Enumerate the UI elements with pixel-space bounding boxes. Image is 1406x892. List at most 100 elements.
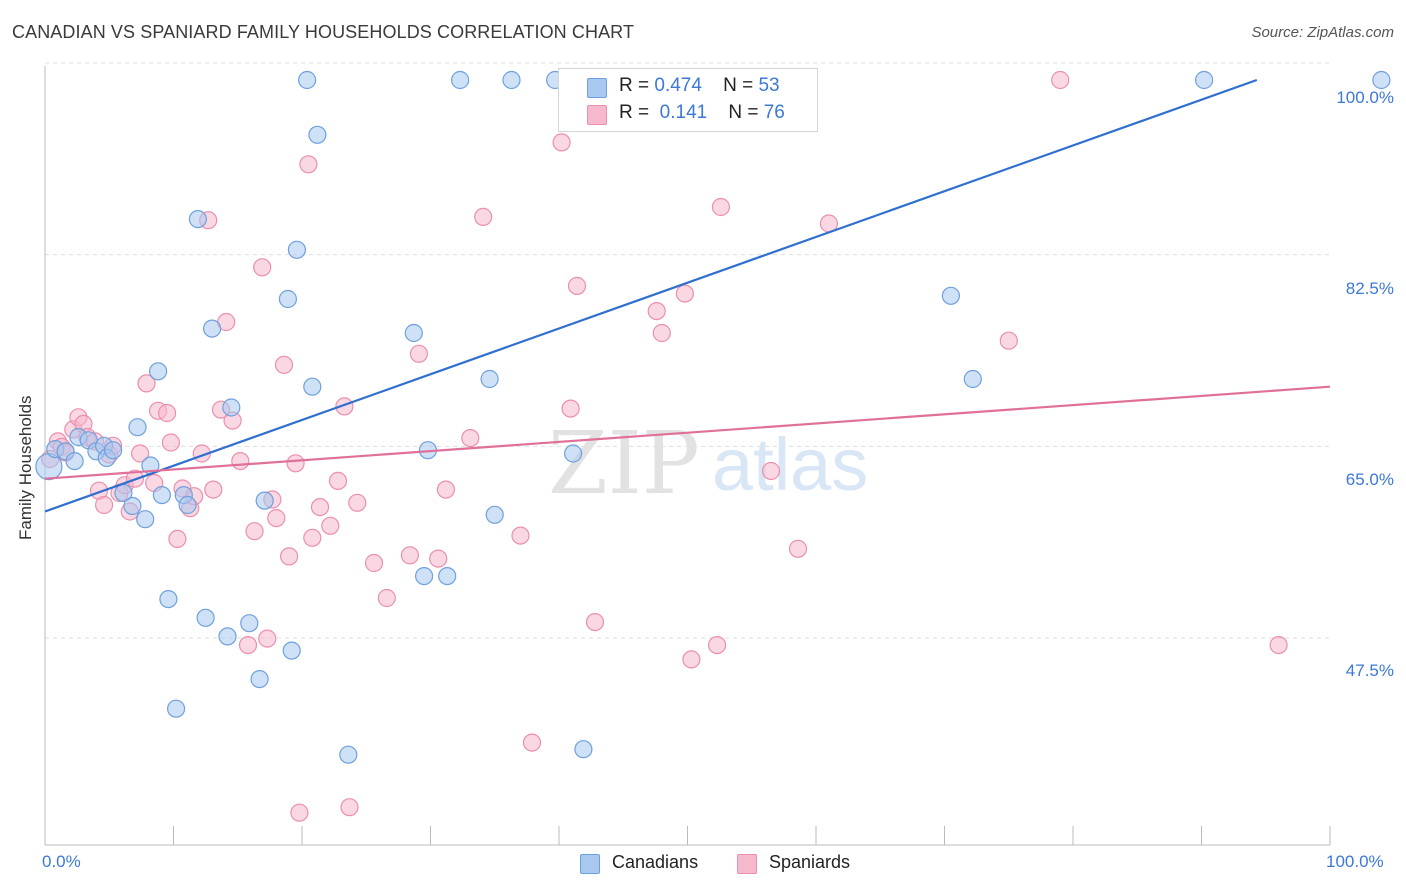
canadians-point — [298, 70, 317, 90]
canadians-point — [1194, 70, 1214, 90]
canadians-point — [103, 441, 123, 460]
spaniards-point — [436, 480, 455, 499]
y-tick-label: 47.5% — [1345, 661, 1394, 680]
watermark: ZIP atlas — [548, 414, 868, 514]
canadians-point — [574, 740, 593, 759]
spaniards-point — [158, 403, 177, 423]
spaniards-point — [761, 461, 781, 481]
spaniards-point — [238, 635, 258, 655]
r-value: 0.141 — [659, 102, 708, 123]
canadians-point — [339, 745, 358, 764]
spaniards-point — [652, 323, 671, 343]
x-tick-label: 100.0% — [1326, 852, 1384, 871]
spaniards-point — [682, 650, 701, 669]
spaniards-point — [567, 276, 587, 295]
canadians-point — [563, 444, 583, 463]
spaniards-point — [561, 399, 580, 418]
watermark-zip: ZIP — [548, 414, 700, 514]
canadians-point — [255, 491, 274, 510]
spaniards-point — [168, 529, 187, 549]
spaniards-point — [647, 302, 666, 321]
canadians-point — [485, 505, 504, 524]
spaniards-point — [552, 133, 571, 152]
canadians-point — [438, 566, 457, 586]
spaniards-swatch — [737, 854, 757, 874]
spaniards-point — [321, 516, 340, 535]
canadians-point — [136, 510, 155, 529]
canadians-point — [303, 377, 322, 396]
spaniards-point — [231, 452, 250, 471]
spaniards-point — [999, 331, 1018, 350]
series-legend: Canadians Spaniards — [0, 852, 1406, 878]
spaniards-swatch — [587, 105, 607, 125]
spaniards-point — [258, 629, 277, 648]
spaniards-point — [303, 528, 322, 547]
canadians-point — [415, 566, 434, 586]
spaniards-point — [340, 798, 359, 817]
canadians-point — [287, 240, 306, 259]
spaniards-point — [707, 635, 727, 655]
canadians-point — [308, 125, 327, 144]
spaniards-point — [94, 495, 114, 515]
spaniards-point — [675, 284, 695, 303]
spaniards-point — [161, 433, 180, 452]
spaniards-point — [511, 526, 530, 545]
trend-lines — [44, 78, 1331, 513]
canadians-point — [451, 70, 470, 90]
canadians-point — [218, 627, 237, 646]
canadians-point — [1372, 70, 1391, 90]
legend-stats-text: R = 0.141 N = 76 — [619, 102, 785, 123]
spaniards-point — [522, 733, 542, 752]
canadians-point — [159, 589, 178, 609]
canadians-point — [480, 369, 499, 389]
canadians-point — [149, 362, 168, 381]
n-value: 76 — [763, 102, 785, 123]
canadians-point — [941, 286, 961, 305]
canadians-point — [240, 614, 259, 633]
spaniards-point — [429, 549, 448, 568]
canadians-point — [404, 323, 423, 343]
y-axis-label: Family Households — [16, 395, 35, 540]
spaniards-point — [335, 397, 354, 416]
spaniards-point — [290, 803, 309, 822]
spaniards-point — [310, 498, 330, 517]
canadians-point — [222, 398, 241, 417]
canadians-point — [65, 452, 84, 471]
canadians-point — [123, 496, 142, 516]
y-tick-label: 82.5% — [1345, 279, 1394, 298]
spaniards-point — [267, 508, 286, 528]
spaniards-point — [286, 454, 305, 473]
spaniards-point — [474, 207, 493, 226]
grid-lines — [45, 62, 1330, 639]
spaniards-point — [1269, 635, 1288, 655]
canadians-point — [203, 319, 222, 338]
canadians-point — [250, 669, 269, 689]
legend-label: Canadians — [612, 852, 699, 872]
spaniards-point — [364, 553, 384, 573]
legend-stats-text: R = 0.474 N = 53 — [619, 75, 780, 96]
canadians-point — [278, 289, 297, 309]
source-label: Source: ZipAtlas.com — [1251, 24, 1394, 41]
spaniards-point — [280, 547, 299, 566]
canadians-point — [196, 608, 215, 627]
watermark-atlas: atlas — [712, 423, 868, 506]
series-canadians-points — [35, 70, 1391, 764]
spaniards-point — [1051, 70, 1070, 90]
canadians-point — [152, 486, 171, 505]
canadians-trend-line — [44, 78, 1258, 513]
y-tick-label: 100.0% — [1336, 88, 1394, 107]
spaniards-point — [204, 480, 223, 499]
canadians-point — [128, 418, 147, 437]
canadians-point — [167, 699, 186, 718]
y-tick-label: 65.0% — [1345, 470, 1394, 489]
canadians-point — [282, 641, 301, 660]
r-value: 0.474 — [654, 75, 702, 96]
spaniards-point — [461, 429, 480, 448]
spaniards-point — [788, 539, 808, 558]
spaniards-point — [245, 522, 264, 541]
canadians-point — [178, 495, 197, 515]
spaniards-point — [274, 355, 294, 374]
spaniards-point — [131, 444, 150, 463]
canadians-swatch — [580, 854, 600, 874]
